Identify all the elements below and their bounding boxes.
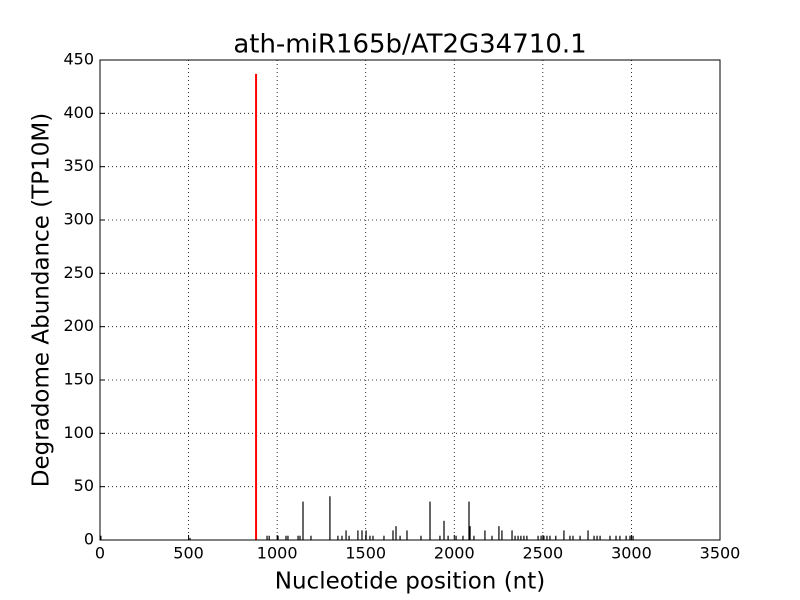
x-tick-label: 1000: [257, 544, 298, 563]
y-tick-label: 300: [63, 210, 94, 229]
y-tick-label: 100: [63, 423, 94, 442]
x-tick-label: 1500: [345, 544, 386, 563]
chart-title: ath-miR165b/AT2G34710.1: [233, 30, 586, 60]
plot-frame: [99, 59, 721, 541]
y-axis-label: Degradome Abundance (TP10M): [29, 113, 55, 487]
y-tick-label: 350: [63, 156, 94, 175]
x-tick-label: 3500: [700, 544, 741, 563]
x-axis-label: Nucleotide position (nt): [275, 569, 545, 595]
y-tick-label: 50: [74, 476, 94, 495]
y-tick-label: 450: [63, 50, 94, 69]
y-tick-label: 150: [63, 370, 94, 389]
x-tick-label: 3000: [611, 544, 652, 563]
x-tick-label: 500: [173, 544, 204, 563]
y-tick-label: 200: [63, 316, 94, 335]
y-tick-label: 0: [84, 530, 94, 549]
x-tick-label: 0: [95, 544, 105, 563]
y-tick-label: 400: [63, 103, 94, 122]
x-tick-label: 2500: [522, 544, 563, 563]
x-tick-label: 2000: [434, 544, 475, 563]
y-tick-label: 250: [63, 263, 94, 282]
